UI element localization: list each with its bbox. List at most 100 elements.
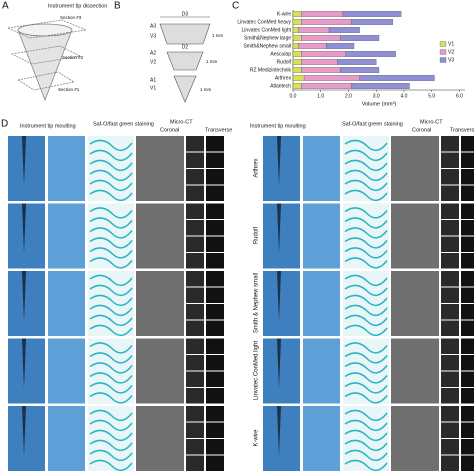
scale-label: 1 mm — [212, 33, 224, 38]
photo — [461, 338, 474, 354]
photo — [206, 287, 224, 303]
stain — [344, 372, 388, 384]
scale-label: 1 mm — [206, 59, 218, 64]
panel-label: C — [232, 1, 239, 12]
sections-diagram — [159, 16, 211, 103]
stain — [89, 294, 133, 307]
bar-segment — [328, 27, 360, 33]
photo — [206, 253, 224, 269]
photo — [303, 203, 340, 269]
photo — [461, 253, 474, 269]
photo — [186, 271, 204, 287]
stain — [89, 362, 133, 374]
photo — [461, 320, 474, 336]
photo — [441, 169, 459, 185]
bar-segment — [292, 59, 302, 65]
y-tick-label: Atlantech — [270, 83, 291, 89]
dim-label: A3 — [150, 23, 156, 29]
photo — [441, 422, 459, 438]
column-header: Transverse — [450, 127, 474, 133]
photo — [186, 152, 204, 168]
photo — [441, 152, 459, 168]
bar-segment — [337, 59, 377, 65]
stain — [89, 429, 133, 442]
dim-label: V3 — [150, 33, 156, 39]
photo — [48, 406, 85, 471]
stain — [89, 139, 133, 152]
bar-segment — [292, 51, 302, 57]
photo — [461, 406, 474, 422]
photo — [461, 287, 474, 303]
stain — [344, 217, 388, 229]
photo — [263, 338, 300, 404]
stain — [89, 227, 133, 239]
photo — [461, 371, 474, 387]
stain — [344, 362, 388, 374]
photo — [186, 338, 204, 354]
bar-segment — [345, 51, 396, 57]
photo — [461, 203, 474, 219]
photo — [461, 439, 474, 455]
x-tick-label: 0.0 — [290, 93, 297, 99]
column-header: Transverse — [205, 127, 232, 133]
section-label: Section #3 — [60, 15, 82, 20]
stain — [344, 189, 388, 202]
photo — [206, 236, 224, 252]
stain — [89, 392, 133, 404]
photo — [186, 136, 204, 152]
photo — [391, 203, 439, 269]
photo — [186, 371, 204, 387]
photo — [206, 422, 224, 438]
bar-segment — [292, 83, 302, 89]
photo — [8, 203, 45, 269]
photo — [263, 203, 300, 269]
y-tick-label: Arthrex — [275, 75, 292, 81]
stain — [89, 274, 133, 287]
stain — [89, 409, 133, 422]
photo — [206, 388, 224, 404]
bar-segment — [301, 83, 352, 89]
photo — [461, 422, 474, 438]
section-label: Section #1 — [58, 87, 80, 92]
column-header: Coronal — [160, 127, 179, 133]
stain — [89, 439, 133, 452]
stain — [344, 227, 388, 239]
photo — [303, 271, 340, 336]
bar-segment — [301, 11, 344, 17]
photo — [206, 169, 224, 185]
stain — [344, 429, 388, 442]
photo — [441, 355, 459, 371]
x-axis-title: Volume (mm³) — [362, 101, 397, 107]
bar-segment — [303, 75, 360, 81]
stain — [89, 149, 133, 162]
photo — [441, 371, 459, 387]
stain — [344, 237, 388, 249]
legend-swatch — [439, 41, 447, 47]
photo — [48, 136, 85, 201]
photo — [136, 338, 184, 404]
photo — [8, 338, 45, 404]
photo — [441, 439, 459, 455]
instrument — [22, 406, 26, 456]
stain — [89, 169, 133, 182]
stain — [344, 139, 388, 152]
photo — [263, 271, 300, 336]
stain — [344, 274, 388, 287]
photo — [206, 152, 224, 168]
photo — [461, 169, 474, 185]
column-header: Instrument tip moulting — [250, 123, 306, 129]
photo — [441, 185, 459, 201]
photo — [186, 220, 204, 236]
stain — [344, 342, 388, 354]
stain — [89, 247, 133, 259]
photo — [461, 388, 474, 404]
photo — [8, 406, 45, 471]
photo — [136, 406, 184, 471]
photo — [8, 136, 45, 201]
x-tick-label: 2.0 — [345, 93, 352, 99]
photo — [136, 203, 184, 269]
bar-segment — [301, 19, 352, 25]
stain — [344, 159, 388, 172]
stain — [89, 419, 133, 432]
y-tick-label: Rudolf — [277, 59, 292, 65]
